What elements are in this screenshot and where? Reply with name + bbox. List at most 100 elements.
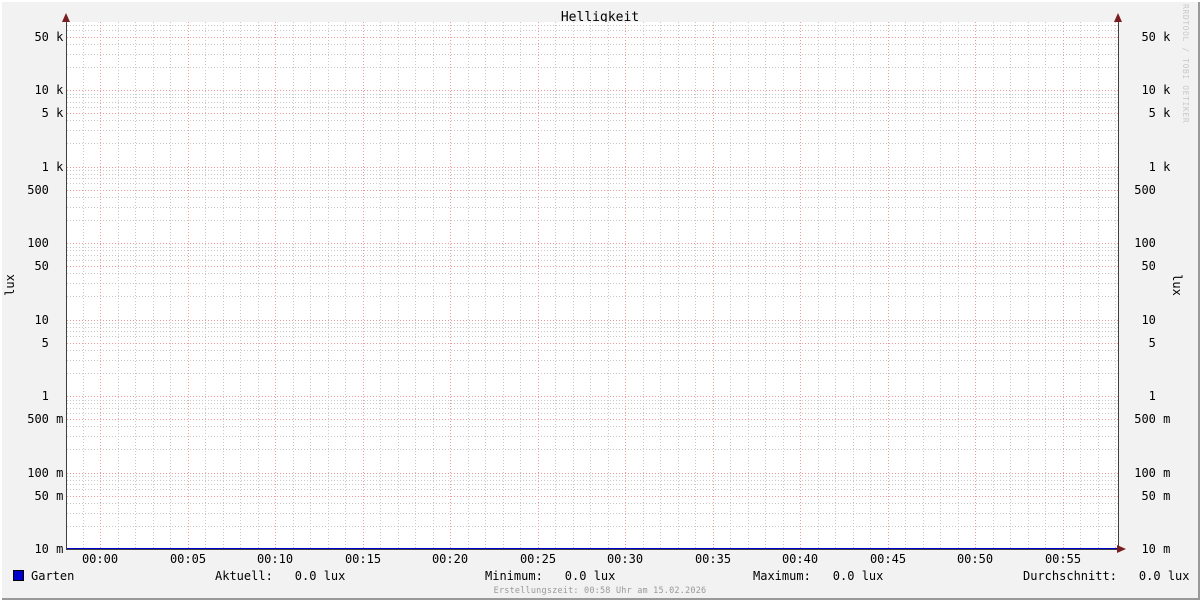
grid-line-v-minor xyxy=(1098,22,1099,549)
grid-line-v-minor xyxy=(783,22,784,549)
grid-line-h-minor xyxy=(67,107,1118,108)
grid-line-h-minor xyxy=(67,503,1118,504)
x-tick-label: 00:35 xyxy=(694,552,732,566)
grid-line-h-minor xyxy=(67,120,1118,121)
grid-line-v-major xyxy=(100,22,101,549)
grid-line-h-minor xyxy=(67,54,1118,55)
grid-line-h-minor xyxy=(67,426,1118,427)
x-tick-label: 00:25 xyxy=(519,552,557,566)
grid-line-v-minor xyxy=(1010,22,1011,549)
grid-line-v-minor xyxy=(118,22,119,549)
grid-line-v-minor xyxy=(730,22,731,549)
grid-line-h-minor xyxy=(67,400,1118,401)
grid-line-h-minor xyxy=(67,178,1118,179)
y-tick-label-right: 10 k xyxy=(1127,83,1171,97)
grid-line-v-major xyxy=(275,22,276,549)
grid-line-v-minor xyxy=(380,22,381,549)
grid-line-h-minor xyxy=(67,207,1118,208)
grid-line-h-minor xyxy=(67,331,1118,332)
grid-line-v-major xyxy=(975,22,976,549)
y-tick-label-right: 5 xyxy=(1127,336,1156,350)
grid-line-h-minor xyxy=(67,480,1118,481)
stat-maximum-label: Maximum: xyxy=(753,569,811,583)
grid-line-h-minor xyxy=(67,247,1118,248)
grid-line-v-minor xyxy=(398,22,399,549)
stat-maximum: Maximum: 0.0 lux xyxy=(753,569,883,583)
grid-line-v-minor xyxy=(660,22,661,549)
stat-durchschnitt: Durchschnitt: 0.0 lux xyxy=(1023,569,1190,583)
grid-line-h-major xyxy=(67,396,1118,397)
grid-line-v-minor xyxy=(293,22,294,549)
x-tick-label: 00:20 xyxy=(431,552,469,566)
grid-line-v-minor xyxy=(835,22,836,549)
x-tick-label: 00:45 xyxy=(869,552,907,566)
grid-line-h-major xyxy=(67,167,1118,168)
grid-line-h-major xyxy=(67,190,1118,191)
grid-line-v-major xyxy=(1063,22,1064,549)
grid-line-h-minor xyxy=(67,250,1118,251)
grid-line-v-minor xyxy=(958,22,959,549)
grid-line-v-minor xyxy=(520,22,521,549)
grid-line-h-major xyxy=(67,343,1118,344)
stat-minimum-value: 0.0 lux xyxy=(564,569,616,583)
grid-line-h-minor xyxy=(67,220,1118,221)
grid-line-h-minor xyxy=(67,526,1118,527)
grid-line-v-minor xyxy=(765,22,766,549)
chart-title: Helligkeit xyxy=(560,10,640,25)
grid-line-h-major xyxy=(67,113,1118,114)
grid-line-h-minor xyxy=(67,130,1118,131)
grid-line-v-minor xyxy=(485,22,486,549)
y-axis-arrow-right-icon xyxy=(1114,13,1122,22)
grid-line-v-major xyxy=(800,22,801,549)
y-tick-label-left: 50 xyxy=(20,259,49,273)
y-tick-label-left: 5 xyxy=(20,336,49,350)
grid-line-h-minor xyxy=(67,408,1118,409)
y-tick-label-left: 5 k xyxy=(20,106,64,120)
x-tick-label: 00:55 xyxy=(1044,552,1082,566)
grid-line-v-minor xyxy=(590,22,591,549)
grid-line-h-minor xyxy=(67,143,1118,144)
grid-line-v-minor xyxy=(153,22,154,549)
y-tick-label-left: 100 m xyxy=(20,466,64,480)
grid-line-h-minor xyxy=(67,449,1118,450)
grid-line-v-minor xyxy=(1115,22,1116,549)
grid-line-h-minor xyxy=(67,373,1118,374)
grid-line-v-major xyxy=(450,22,451,549)
grid-line-v-major xyxy=(363,22,364,549)
grid-line-v-minor xyxy=(695,22,696,549)
y-axis-line-left xyxy=(66,22,67,550)
grid-line-h-minor xyxy=(67,197,1118,198)
grid-line-v-minor xyxy=(223,22,224,549)
grid-line-h-minor xyxy=(67,413,1118,414)
series-line-garten xyxy=(67,548,1118,549)
y-tick-label-right: 1 xyxy=(1127,389,1156,403)
grid-line-v-minor xyxy=(1028,22,1029,549)
y-tick-label-right: 50 k xyxy=(1127,30,1171,44)
y-axis-label-left: lux xyxy=(3,274,17,296)
grid-line-v-minor xyxy=(643,22,644,549)
grid-line-h-minor xyxy=(67,489,1118,490)
stat-aktuell-value: 0.0 lux xyxy=(294,569,346,583)
grid-line-v-minor xyxy=(345,22,346,549)
grid-line-v-minor xyxy=(573,22,574,549)
grid-line-v-major xyxy=(888,22,889,549)
grid-line-v-minor xyxy=(170,22,171,549)
grid-line-h-major xyxy=(67,90,1118,91)
stat-durchschnitt-label: Durchschnitt: xyxy=(1023,569,1117,583)
grid-line-h-minor xyxy=(67,273,1118,274)
y-tick-label-left: 500 xyxy=(20,183,49,197)
y-tick-label-right: 50 m xyxy=(1127,489,1171,503)
y-tick-label-right: 500 xyxy=(1127,183,1156,197)
x-tick-label: 00:15 xyxy=(344,552,382,566)
y-tick-label-left: 100 xyxy=(20,236,49,250)
y-tick-label-left: 10 m xyxy=(20,542,64,556)
grid-line-h-minor xyxy=(67,170,1118,171)
grid-line-h-minor xyxy=(67,283,1118,284)
grid-line-h-minor xyxy=(67,97,1118,98)
x-tick-label: 00:00 xyxy=(81,552,119,566)
grid-line-v-major xyxy=(625,22,626,549)
y-tick-label-left: 10 xyxy=(20,313,49,327)
y-tick-label-left: 50 k xyxy=(20,30,64,44)
grid-line-h-major xyxy=(67,496,1118,497)
y-axis-label-right: lux xyxy=(1170,274,1184,296)
